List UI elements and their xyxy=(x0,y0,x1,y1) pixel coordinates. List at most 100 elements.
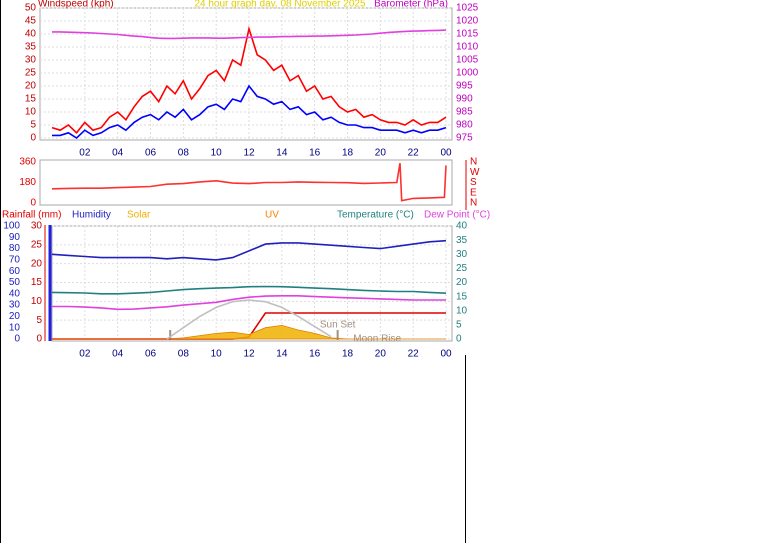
axis-title: Windspeed (kph) xyxy=(38,0,114,10)
legend-label: Dew Point (°C) xyxy=(424,210,490,221)
frame xyxy=(39,159,453,206)
y-tick-label: 0 xyxy=(456,334,462,345)
y-tick-label: N xyxy=(470,157,477,168)
y-tick-label: 100 xyxy=(3,221,20,232)
x-tick-label: 04 xyxy=(112,148,124,159)
y-tick-label: 25 xyxy=(25,68,37,79)
y-tick-label: 45 xyxy=(25,16,37,27)
x-tick-label: 20 xyxy=(375,148,387,159)
line xyxy=(51,162,447,202)
y-tick-label: 975 xyxy=(456,133,473,144)
y-tick-label: 20 xyxy=(31,258,43,269)
line xyxy=(51,285,447,295)
x-tick-label: 08 xyxy=(178,349,190,360)
y-tick-label: 25 xyxy=(456,263,468,274)
y-tick-label: 985 xyxy=(456,107,473,118)
y-tick-label: 80 xyxy=(9,243,21,254)
legend-label: Solar xyxy=(127,210,151,221)
y-tick-label: 30 xyxy=(456,249,468,260)
x-tick-label: 18 xyxy=(342,349,354,360)
y-tick-label: 70 xyxy=(9,255,21,266)
chart-title: 24 hour graph day, 08 November 2025 xyxy=(194,0,365,10)
y-tick-label: 0 xyxy=(14,334,20,345)
y-tick-label: 25 xyxy=(31,239,43,250)
x-tick-label: 10 xyxy=(211,148,223,159)
x-tick-label: 06 xyxy=(145,349,157,360)
x-tick-label: 06 xyxy=(145,148,157,159)
x-tick-label: 12 xyxy=(243,349,255,360)
x-tick-label: 14 xyxy=(276,148,288,159)
y-tick-label: 1015 xyxy=(456,29,479,40)
y-tick-label: 20 xyxy=(9,311,21,322)
y-tick-label: 10 xyxy=(9,322,21,333)
y-tick-label: 15 xyxy=(31,277,43,288)
y-tick-label: 360 xyxy=(19,157,36,168)
line xyxy=(52,84,447,140)
y-tick-label: 10 xyxy=(25,107,37,118)
y-tick-label: 35 xyxy=(456,235,468,246)
x-tick-label: 22 xyxy=(408,148,420,159)
y-tick-label: 1020 xyxy=(456,16,479,27)
x-tick-label: 02 xyxy=(79,349,91,360)
x-tick-label: 00 xyxy=(440,148,452,159)
y-tick-label: 90 xyxy=(9,232,21,243)
x-tick-label: 08 xyxy=(178,148,190,159)
y-tick-label: 0 xyxy=(30,198,36,209)
line xyxy=(52,29,447,40)
axis-title: Barometer (hPa) xyxy=(374,0,448,10)
annotation: Sun Set xyxy=(320,320,356,331)
y-tick-label: 20 xyxy=(456,277,468,288)
y-tick-label: 980 xyxy=(456,120,473,131)
y-tick-label: 10 xyxy=(31,296,43,307)
x-tick-label: 12 xyxy=(243,148,255,159)
legend-label: Temperature (°C) xyxy=(337,210,414,221)
y-tick-label: 50 xyxy=(25,3,37,14)
y-tick-label: E xyxy=(470,187,477,198)
y-tick-label: 990 xyxy=(456,94,473,105)
y-tick-label: 20 xyxy=(25,81,37,92)
line xyxy=(51,25,447,134)
x-tick-label: 22 xyxy=(408,349,420,360)
y-tick-label: 60 xyxy=(9,266,21,277)
y-tick-label: 5 xyxy=(36,315,42,326)
x-tick-label: 20 xyxy=(375,349,387,360)
y-tick-label: 30 xyxy=(9,300,21,311)
y-tick-label: 40 xyxy=(25,29,37,40)
y-tick-label: 5 xyxy=(30,120,36,131)
line xyxy=(51,239,447,261)
legend-label: Humidity xyxy=(72,210,111,221)
y-tick-label: 10 xyxy=(456,305,468,316)
y-tick-label: 40 xyxy=(456,221,468,232)
y-tick-label: 35 xyxy=(25,42,37,53)
y-tick-label: 15 xyxy=(25,94,37,105)
x-tick-label: 04 xyxy=(112,349,124,360)
line xyxy=(166,299,332,340)
x-tick-label: 10 xyxy=(211,349,223,360)
x-tick-label: 18 xyxy=(342,148,354,159)
x-tick-label: 16 xyxy=(309,349,321,360)
x-tick-label: 14 xyxy=(276,349,288,360)
legend-label: Rainfall (mm) xyxy=(2,210,61,221)
y-tick-label: 50 xyxy=(9,277,21,288)
x-tick-label: 00 xyxy=(440,349,452,360)
y-tick-label: 995 xyxy=(456,81,473,92)
y-tick-label: N xyxy=(470,198,477,209)
legend-label: UV xyxy=(265,210,279,221)
area xyxy=(52,324,446,340)
y-tick-label: 1005 xyxy=(456,55,479,66)
y-tick-label: 0 xyxy=(30,133,36,144)
x-tick-label: 16 xyxy=(309,148,321,159)
y-tick-label: 0 xyxy=(36,334,42,345)
line xyxy=(52,295,446,311)
y-tick-label: 1025 xyxy=(456,3,479,14)
y-tick-label: 30 xyxy=(31,221,43,232)
y-tick-label: 1000 xyxy=(456,68,479,79)
x-tick-label: 02 xyxy=(79,148,91,159)
y-tick-label: 1010 xyxy=(456,42,479,53)
y-tick-label: 5 xyxy=(456,320,462,331)
y-tick-label: S xyxy=(470,177,477,188)
y-tick-label: 40 xyxy=(9,288,21,299)
y-tick-label: 15 xyxy=(456,291,468,302)
